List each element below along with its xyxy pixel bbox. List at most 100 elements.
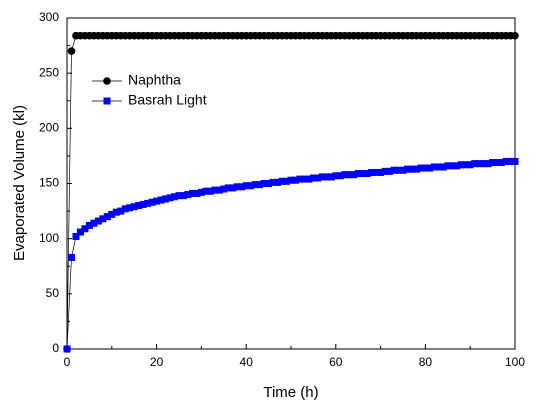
marker (435, 163, 443, 171)
marker (85, 221, 93, 229)
marker (363, 170, 371, 178)
x-tick-label: 40 (240, 355, 254, 369)
x-tick-label: 80 (419, 355, 433, 369)
marker (90, 219, 98, 227)
marker (126, 204, 134, 212)
marker (130, 203, 138, 211)
legend-label: Naphtha (128, 72, 181, 88)
marker (471, 160, 479, 168)
marker (300, 175, 308, 183)
marker (448, 162, 456, 170)
marker (260, 180, 268, 187)
marker (408, 165, 416, 173)
marker (269, 178, 277, 186)
marker (484, 160, 492, 168)
series-line (66, 161, 515, 350)
marker (332, 172, 340, 180)
marker (359, 170, 367, 178)
marker (417, 164, 425, 172)
marker (395, 166, 403, 174)
marker (184, 191, 192, 199)
marker (108, 210, 116, 218)
marker (193, 189, 201, 197)
marker (350, 171, 358, 179)
marker (67, 253, 75, 261)
marker (188, 189, 196, 197)
y-tick-label: 0 (52, 341, 59, 355)
marker (386, 167, 394, 175)
marker (274, 178, 282, 186)
x-tick-label: 0 (64, 355, 71, 369)
marker (502, 157, 510, 165)
marker (426, 164, 434, 172)
marker (162, 195, 170, 203)
x-tick-label: 60 (329, 355, 343, 369)
marker (229, 184, 237, 192)
marker (381, 167, 389, 175)
marker (265, 180, 273, 187)
marker (72, 232, 80, 240)
marker (318, 173, 326, 181)
y-tick-label: 200 (39, 121, 59, 135)
marker (121, 205, 129, 213)
marker (247, 182, 255, 190)
marker (498, 159, 506, 167)
marker (323, 173, 331, 181)
x-axis-title: Time (h) (263, 384, 318, 401)
marker (439, 163, 447, 171)
marker (211, 186, 219, 194)
marker (157, 196, 165, 204)
marker (220, 185, 228, 193)
marker (466, 161, 474, 169)
marker (345, 171, 353, 179)
marker (179, 192, 187, 200)
marker (412, 165, 420, 173)
marker (399, 166, 407, 174)
marker (390, 166, 398, 174)
y-tick-label: 150 (39, 176, 59, 190)
marker (224, 184, 232, 192)
marker (251, 181, 259, 189)
marker (489, 159, 497, 167)
marker (135, 202, 143, 210)
marker (63, 345, 71, 353)
y-tick-label: 250 (39, 65, 59, 79)
marker (457, 161, 465, 169)
marker (480, 160, 488, 168)
y-tick-label: 300 (39, 10, 59, 24)
y-tick-label: 100 (39, 231, 59, 245)
marker (305, 175, 313, 183)
marker (238, 183, 246, 191)
marker (327, 173, 335, 181)
marker (430, 163, 438, 171)
marker (112, 208, 120, 216)
marker (372, 168, 380, 176)
marker (493, 159, 501, 167)
marker (444, 162, 452, 170)
marker (511, 157, 519, 165)
marker (153, 197, 161, 205)
marker (197, 188, 205, 196)
marker (296, 175, 304, 183)
x-tick-label: 100 (505, 355, 525, 369)
marker (256, 181, 264, 189)
marker (215, 186, 223, 194)
legend-marker (103, 77, 111, 85)
marker (354, 170, 362, 178)
marker (144, 199, 152, 207)
marker (309, 174, 317, 182)
marker (368, 168, 376, 176)
marker (475, 160, 483, 168)
marker (166, 194, 174, 202)
marker (283, 177, 291, 185)
marker (175, 192, 183, 200)
marker (206, 187, 214, 195)
marker (117, 207, 125, 215)
marker (139, 200, 147, 208)
marker (76, 228, 84, 236)
y-tick-label: 50 (46, 286, 60, 300)
marker (278, 177, 286, 185)
marker (148, 198, 156, 206)
marker (462, 161, 470, 169)
